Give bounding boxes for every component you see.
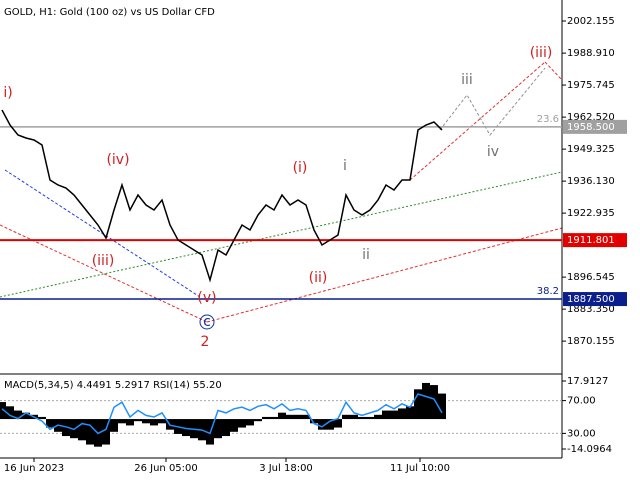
wave-label: (iii) <box>92 253 115 269</box>
y-tick-label: 2002.155 <box>567 16 615 27</box>
wave-label: 2 <box>201 334 210 350</box>
histogram-bar <box>110 419 118 432</box>
y2-tick-label: -14.0964 <box>567 444 612 455</box>
level-box <box>563 119 627 134</box>
wave-label: c <box>203 314 211 330</box>
histogram-bar <box>318 419 326 430</box>
histogram-bar <box>366 416 374 420</box>
chart-title: GOLD, H1: Gold (100 oz) vs US Dollar CFD <box>4 7 215 18</box>
y-tick-label: 1975.745 <box>567 80 615 91</box>
wave-label: (iii) <box>530 45 553 61</box>
y-tick-label: 30.00 <box>567 428 596 439</box>
wave-label: (iv) <box>106 152 129 168</box>
histogram-bar <box>374 414 382 420</box>
histogram-bar <box>254 419 262 422</box>
wave-label: ii <box>362 247 370 263</box>
histogram-bar <box>86 419 94 445</box>
histogram-bar <box>294 414 302 420</box>
histogram-bar <box>414 389 422 420</box>
histogram-bar <box>270 416 278 420</box>
histogram-bar <box>118 419 126 424</box>
y-tick-label: 1922.935 <box>567 208 615 219</box>
y2-tick-label: 17.9127 <box>567 376 608 387</box>
histogram-bar <box>310 419 318 424</box>
histogram-bar <box>222 419 230 437</box>
histogram-bar <box>390 410 398 420</box>
histogram-bar <box>358 416 366 420</box>
histogram-bar <box>334 419 342 428</box>
x-tick-label: 11 Jul 10:00 <box>390 463 450 474</box>
histogram-bar <box>430 385 438 420</box>
wave-label: iii <box>461 72 473 88</box>
histogram-bar <box>214 419 222 439</box>
trend-line <box>544 61 563 81</box>
histogram-bar <box>406 406 414 420</box>
level-box <box>563 292 627 307</box>
wave-circle <box>199 314 215 330</box>
histogram-bar <box>158 419 166 424</box>
y-tick-label: 1949.325 <box>567 144 615 155</box>
histogram-bar <box>286 414 294 420</box>
histogram-bar <box>246 419 254 426</box>
wave-label: (v) <box>197 290 216 306</box>
level-label: 1911.801 <box>567 235 615 246</box>
y-tick-label: 1962.520 <box>567 112 615 123</box>
wave-label: i) <box>3 85 12 101</box>
wave-label: i <box>343 158 347 174</box>
histogram-bar <box>262 416 270 420</box>
histogram-bar <box>102 419 110 445</box>
level-label: 1887.500 <box>567 294 615 305</box>
histogram-bar <box>134 419 142 422</box>
histogram-bar <box>142 419 150 424</box>
fib-label: 23.6 <box>537 114 559 125</box>
histogram-bar <box>150 419 158 426</box>
y-tick-label: 1870.155 <box>567 336 615 347</box>
y-tick-label: 70.00 <box>567 396 596 407</box>
histogram-bar <box>342 414 350 420</box>
histogram-bar <box>278 412 286 420</box>
histogram-bar <box>398 408 406 420</box>
x-tick-label: 26 Jun 05:00 <box>134 463 198 474</box>
price-line <box>1 393 443 435</box>
histogram-bar <box>6 406 14 420</box>
wave-label: (i) <box>293 160 308 176</box>
fib-label: 38.2 <box>537 286 559 297</box>
y-tick-label: 1883.350 <box>567 304 615 315</box>
histogram-bar <box>422 382 430 420</box>
level-label: 1958.500 <box>567 122 615 133</box>
histogram-bar <box>438 393 446 420</box>
histogram-bar <box>14 410 22 420</box>
histogram-bar <box>238 419 246 428</box>
histogram-bar <box>22 412 30 420</box>
x-tick-label: 3 Jul 18:00 <box>259 463 313 474</box>
level-box <box>563 233 627 248</box>
histogram-bar <box>382 410 390 420</box>
wave-label: (ii) <box>309 270 328 286</box>
trend-line <box>206 227 563 323</box>
x-tick-label: 16 Jun 2023 <box>4 463 64 474</box>
histogram-bar <box>230 419 238 432</box>
wave-label: iv <box>487 144 499 160</box>
y-tick-label: 1896.545 <box>567 272 615 283</box>
histogram-bar <box>302 414 310 420</box>
trend-line <box>439 67 546 136</box>
price-line <box>1 109 443 283</box>
histogram-bar <box>182 419 190 437</box>
histogram-bar <box>326 419 334 430</box>
histogram-bar <box>38 416 46 420</box>
histogram-bar <box>78 419 86 441</box>
y-tick-label: 1936.130 <box>567 176 615 187</box>
y-tick-label: 1988.910 <box>567 48 615 59</box>
histogram-bar <box>126 419 134 426</box>
trend-line <box>0 224 208 323</box>
indicator-title: MACD(5,34,5) 4.4491 5.2917 RSI(14) 55.20 <box>4 380 222 391</box>
histogram-bar <box>350 414 358 420</box>
histogram-bar <box>46 419 54 428</box>
